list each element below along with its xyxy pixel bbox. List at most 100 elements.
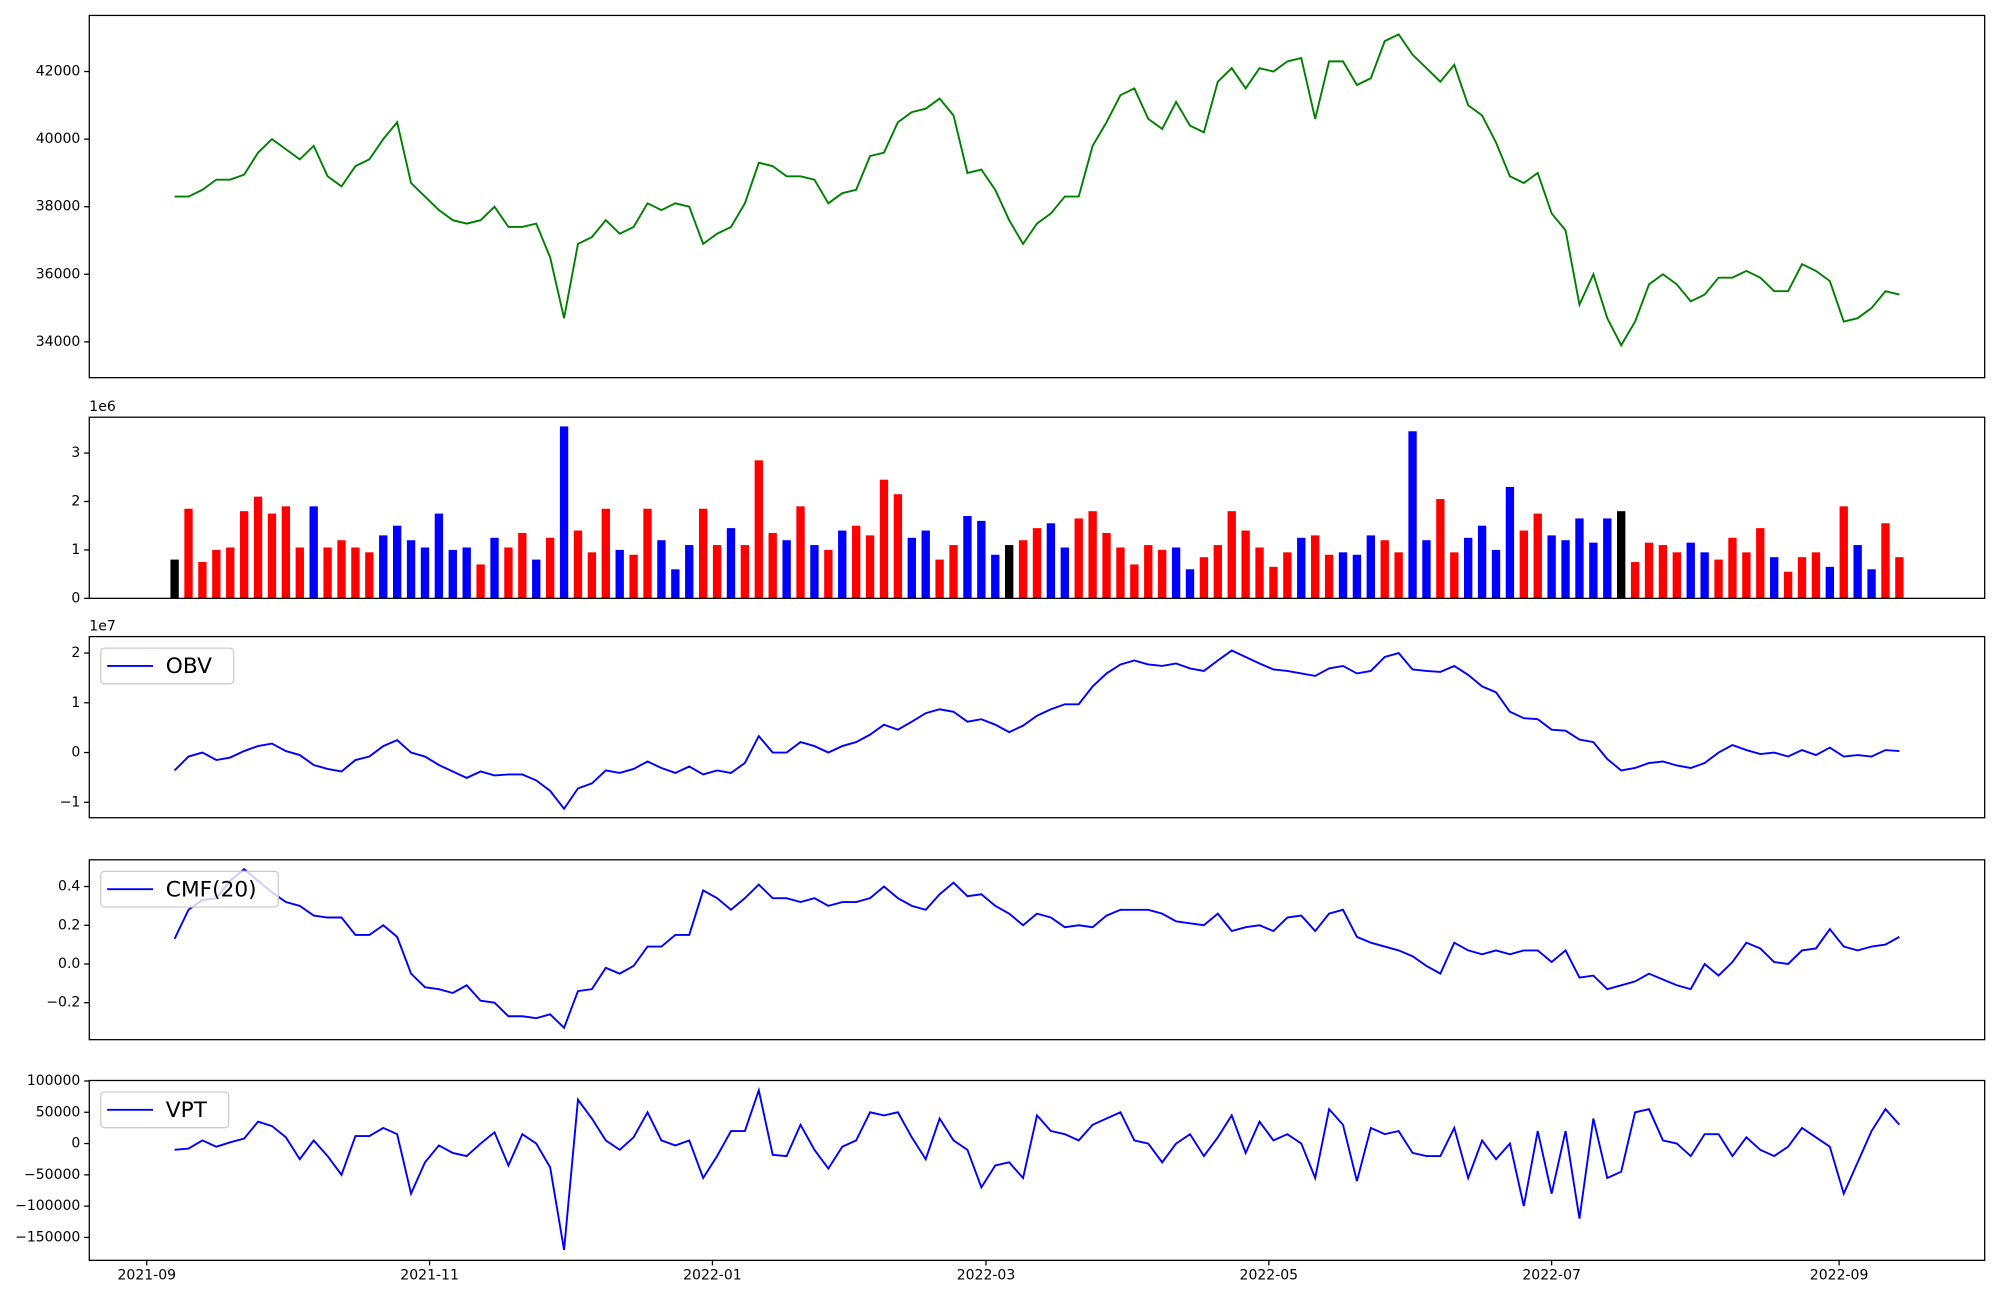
volume-bar (615, 549, 624, 599)
volume-bar (1811, 552, 1821, 599)
volume-bar (768, 532, 777, 599)
volume-bar (490, 537, 499, 599)
volume-bar (1102, 532, 1111, 599)
x-tick-label: 2021-09 (117, 1268, 176, 1284)
y-tick-label: 0.4 (58, 879, 80, 895)
volume-bar (1561, 540, 1570, 599)
volume-bar (295, 547, 304, 599)
plot-background (89, 15, 1985, 378)
legend-label: OBV (166, 654, 212, 679)
legend-label: CMF(20) (166, 877, 257, 902)
volume-bar (587, 552, 597, 599)
volume-bar (1324, 554, 1334, 599)
volume-bar (1617, 511, 1626, 599)
volume-bar (1394, 552, 1403, 599)
volume-bar (406, 540, 416, 599)
volume-bar (1060, 547, 1069, 599)
volume-bar (1269, 566, 1278, 599)
data-line (173, 867, 1900, 1030)
volume-bar (1895, 557, 1904, 599)
volume-bar (1088, 511, 1097, 599)
plot-frame (88, 859, 1986, 1041)
volume-bar (685, 545, 694, 599)
volume-bar (1004, 545, 1014, 599)
x-tick-label: 2022-07 (1522, 1268, 1581, 1284)
volume-bar (824, 549, 833, 599)
volume-bar (1477, 525, 1487, 599)
volume-bar (1171, 547, 1181, 599)
volume-bar (1770, 557, 1779, 599)
volume-bar (1032, 528, 1042, 599)
volume-bar (212, 549, 221, 599)
volume-bar (1116, 547, 1125, 599)
volume-bar (1283, 552, 1292, 599)
volume-bar (1297, 537, 1306, 599)
volume-bar (629, 554, 638, 599)
volume-bar (1338, 552, 1348, 599)
volume-bar (392, 525, 402, 599)
volume-bar (1464, 537, 1473, 599)
volume-bar (198, 562, 207, 599)
volume-bar (226, 547, 235, 599)
data-line (174, 33, 1900, 348)
volume-bar (184, 508, 193, 599)
volume-bar (782, 540, 791, 599)
volume-bar (1672, 552, 1682, 599)
y-tick-label: 0.2 (58, 917, 80, 933)
volume-bar (1450, 552, 1459, 599)
volume-bar (1227, 511, 1236, 599)
y-tick-label: 0 (71, 590, 80, 606)
volume-bar (323, 547, 332, 599)
volume-bar (1505, 486, 1515, 599)
y-tick-label: 2 (71, 645, 80, 661)
volume-bar (1185, 569, 1195, 599)
y-tick-label: 34000 (36, 334, 81, 350)
volume-bar (1839, 506, 1848, 599)
volume-bar (1018, 540, 1028, 599)
volume-bar (1144, 545, 1153, 599)
y-tick-label: 0 (71, 745, 80, 761)
volume-bar (1658, 545, 1668, 599)
y-tick-label: −100000 (15, 1198, 80, 1214)
y-tick-label: 36000 (36, 266, 81, 282)
volume-bar (476, 564, 485, 599)
y-tick-label: 0.0 (58, 956, 80, 972)
volume-bar (351, 547, 360, 599)
volume-bar (949, 545, 958, 599)
volume-bar (1352, 554, 1362, 599)
volume-bar (740, 545, 750, 599)
volume-bar (698, 508, 708, 599)
y-tick-label: −150000 (15, 1229, 80, 1245)
volume-bar (1644, 542, 1654, 599)
volume-bar (1199, 557, 1209, 599)
volume-bar (1756, 528, 1765, 599)
volume-bar (893, 494, 903, 599)
volume-bar (1519, 530, 1528, 599)
volume-bar (1130, 564, 1139, 599)
volume-bar (504, 547, 513, 599)
volume-bar (851, 525, 861, 599)
volume-bar (379, 535, 388, 599)
volume-bar (1589, 542, 1598, 599)
volume-bar (1311, 535, 1320, 599)
volume-bar (1797, 557, 1807, 599)
y-tick-label: −0.2 (46, 995, 80, 1011)
volume-bar (239, 511, 249, 599)
volume-bar (253, 496, 263, 599)
data-line (173, 649, 1900, 811)
volume-bar (1547, 535, 1556, 599)
volume-bar (545, 537, 555, 599)
volume-bar (1408, 431, 1417, 599)
plot-frame (88, 635, 1986, 819)
volume-bar (865, 535, 875, 599)
volume-bar (1074, 518, 1083, 599)
volume-bar (1255, 547, 1264, 599)
volume-bar (170, 559, 179, 599)
x-tick-label: 2022-09 (1810, 1268, 1869, 1284)
volume-bar (643, 508, 652, 599)
volume-bar (991, 554, 1000, 599)
y-tick-label: 100000 (27, 1073, 81, 1089)
volume-bar (309, 506, 318, 599)
volume-bar (1630, 562, 1640, 599)
